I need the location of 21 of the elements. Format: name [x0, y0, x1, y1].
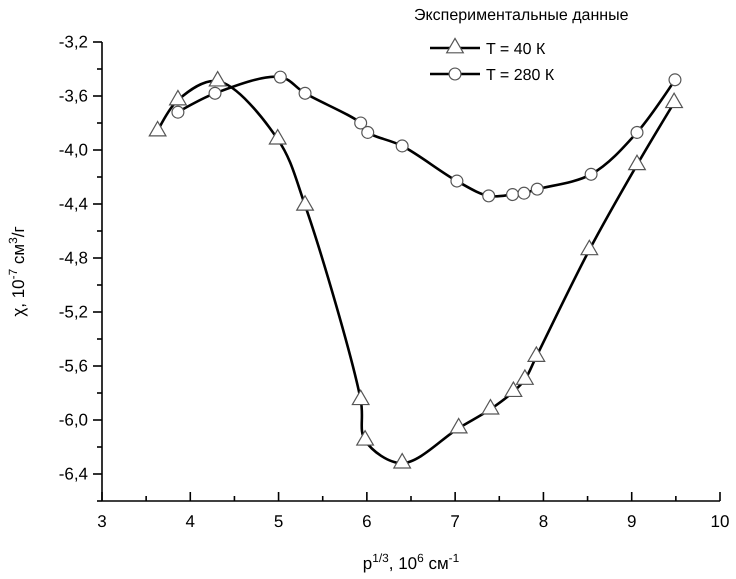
x-tick-label: 6 — [362, 512, 372, 532]
y-tick-label: -6,0 — [58, 410, 88, 430]
x-tick-label: 8 — [538, 512, 548, 532]
y-tick-label: -4,0 — [58, 140, 88, 160]
x-tick-label: 4 — [186, 512, 196, 532]
y-tick-label: -5,6 — [58, 356, 88, 376]
y-tick-label: -4,8 — [58, 248, 88, 268]
x-tick-label: 9 — [626, 512, 636, 532]
legend-title: Экспериментальные данные — [414, 7, 629, 24]
x-tick-label: 10 — [710, 512, 730, 532]
y-tick-label: -3,2 — [58, 32, 88, 52]
x-tick-label: 3 — [97, 512, 107, 532]
x-axis-title: p$^{1/3}$, 10$^{6}$ см$^{-1}$ — [362, 551, 460, 573]
y-tick-label: -3,6 — [58, 86, 88, 106]
legend-label: T = 40 К — [486, 41, 546, 58]
y-tick-label: -5,2 — [58, 302, 88, 322]
y-tick-label: -6,4 — [58, 464, 88, 484]
x-tick-label: 7 — [450, 512, 460, 532]
x-tick-label: 5 — [274, 512, 284, 532]
legend-label: T = 280 К — [486, 67, 555, 84]
y-tick-label: -4,4 — [58, 194, 88, 214]
